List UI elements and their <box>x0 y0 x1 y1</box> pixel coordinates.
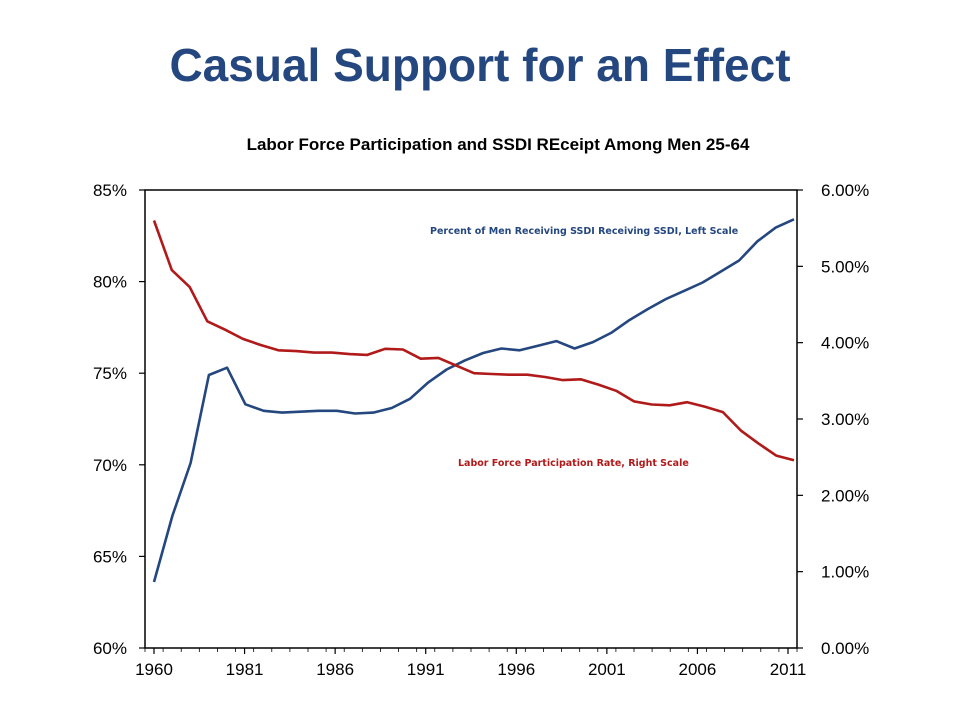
x-axis-tick-label: 1960 <box>135 660 173 679</box>
left-axis-tick-label: 70% <box>93 456 127 475</box>
blue-series-annotation: Percent of Men Receiving SSDI Receiving … <box>430 226 738 237</box>
right-axis-tick-label: 4.00% <box>821 334 869 353</box>
axes: 60% 65% 70% 75% 80% 85% 0.00% 1.00% 2.00% 3.00% 4.… <box>93 181 869 679</box>
chart-title: Labor Force Participation and SSDI REcei… <box>247 135 750 154</box>
x-axis-tick-label: 1996 <box>497 660 535 679</box>
left-axis-tick-label: 75% <box>93 364 127 383</box>
left-axis-tick-label: 80% <box>93 273 127 292</box>
right-axis-tick-label: 3.00% <box>821 410 869 429</box>
right-axis-tick-label: 5.00% <box>821 257 869 276</box>
right-axis-tick-label: 1.00% <box>821 563 869 582</box>
x-axis-tick-label: 1991 <box>407 660 445 679</box>
right-axis-tick-label: 6.00% <box>821 181 869 200</box>
red-series-annotation: Labor Force Participation Rate, Right Sc… <box>458 458 689 469</box>
x-axis-tick-label: 1981 <box>226 660 264 679</box>
series-layer <box>152 218 795 583</box>
left-axis-tick-label: 60% <box>93 639 127 658</box>
series-line-1 <box>152 220 795 462</box>
slide-title: Casual Support for an Effect <box>169 39 791 91</box>
x-axis-tick-label: 2006 <box>679 660 717 679</box>
plot-area <box>144 189 798 649</box>
left-axis-tick-label: 85% <box>93 181 127 200</box>
right-axis-tick-label: 2.00% <box>821 486 869 505</box>
left-axis-tick-label: 65% <box>93 547 127 566</box>
right-axis-tick-label: 0.00% <box>821 639 869 658</box>
series-line-0 <box>152 218 795 583</box>
x-axis-tick-label: 2011 <box>770 660 807 679</box>
x-axis-tick-label: 1986 <box>316 660 354 679</box>
x-axis-tick-label: 2001 <box>588 660 626 679</box>
